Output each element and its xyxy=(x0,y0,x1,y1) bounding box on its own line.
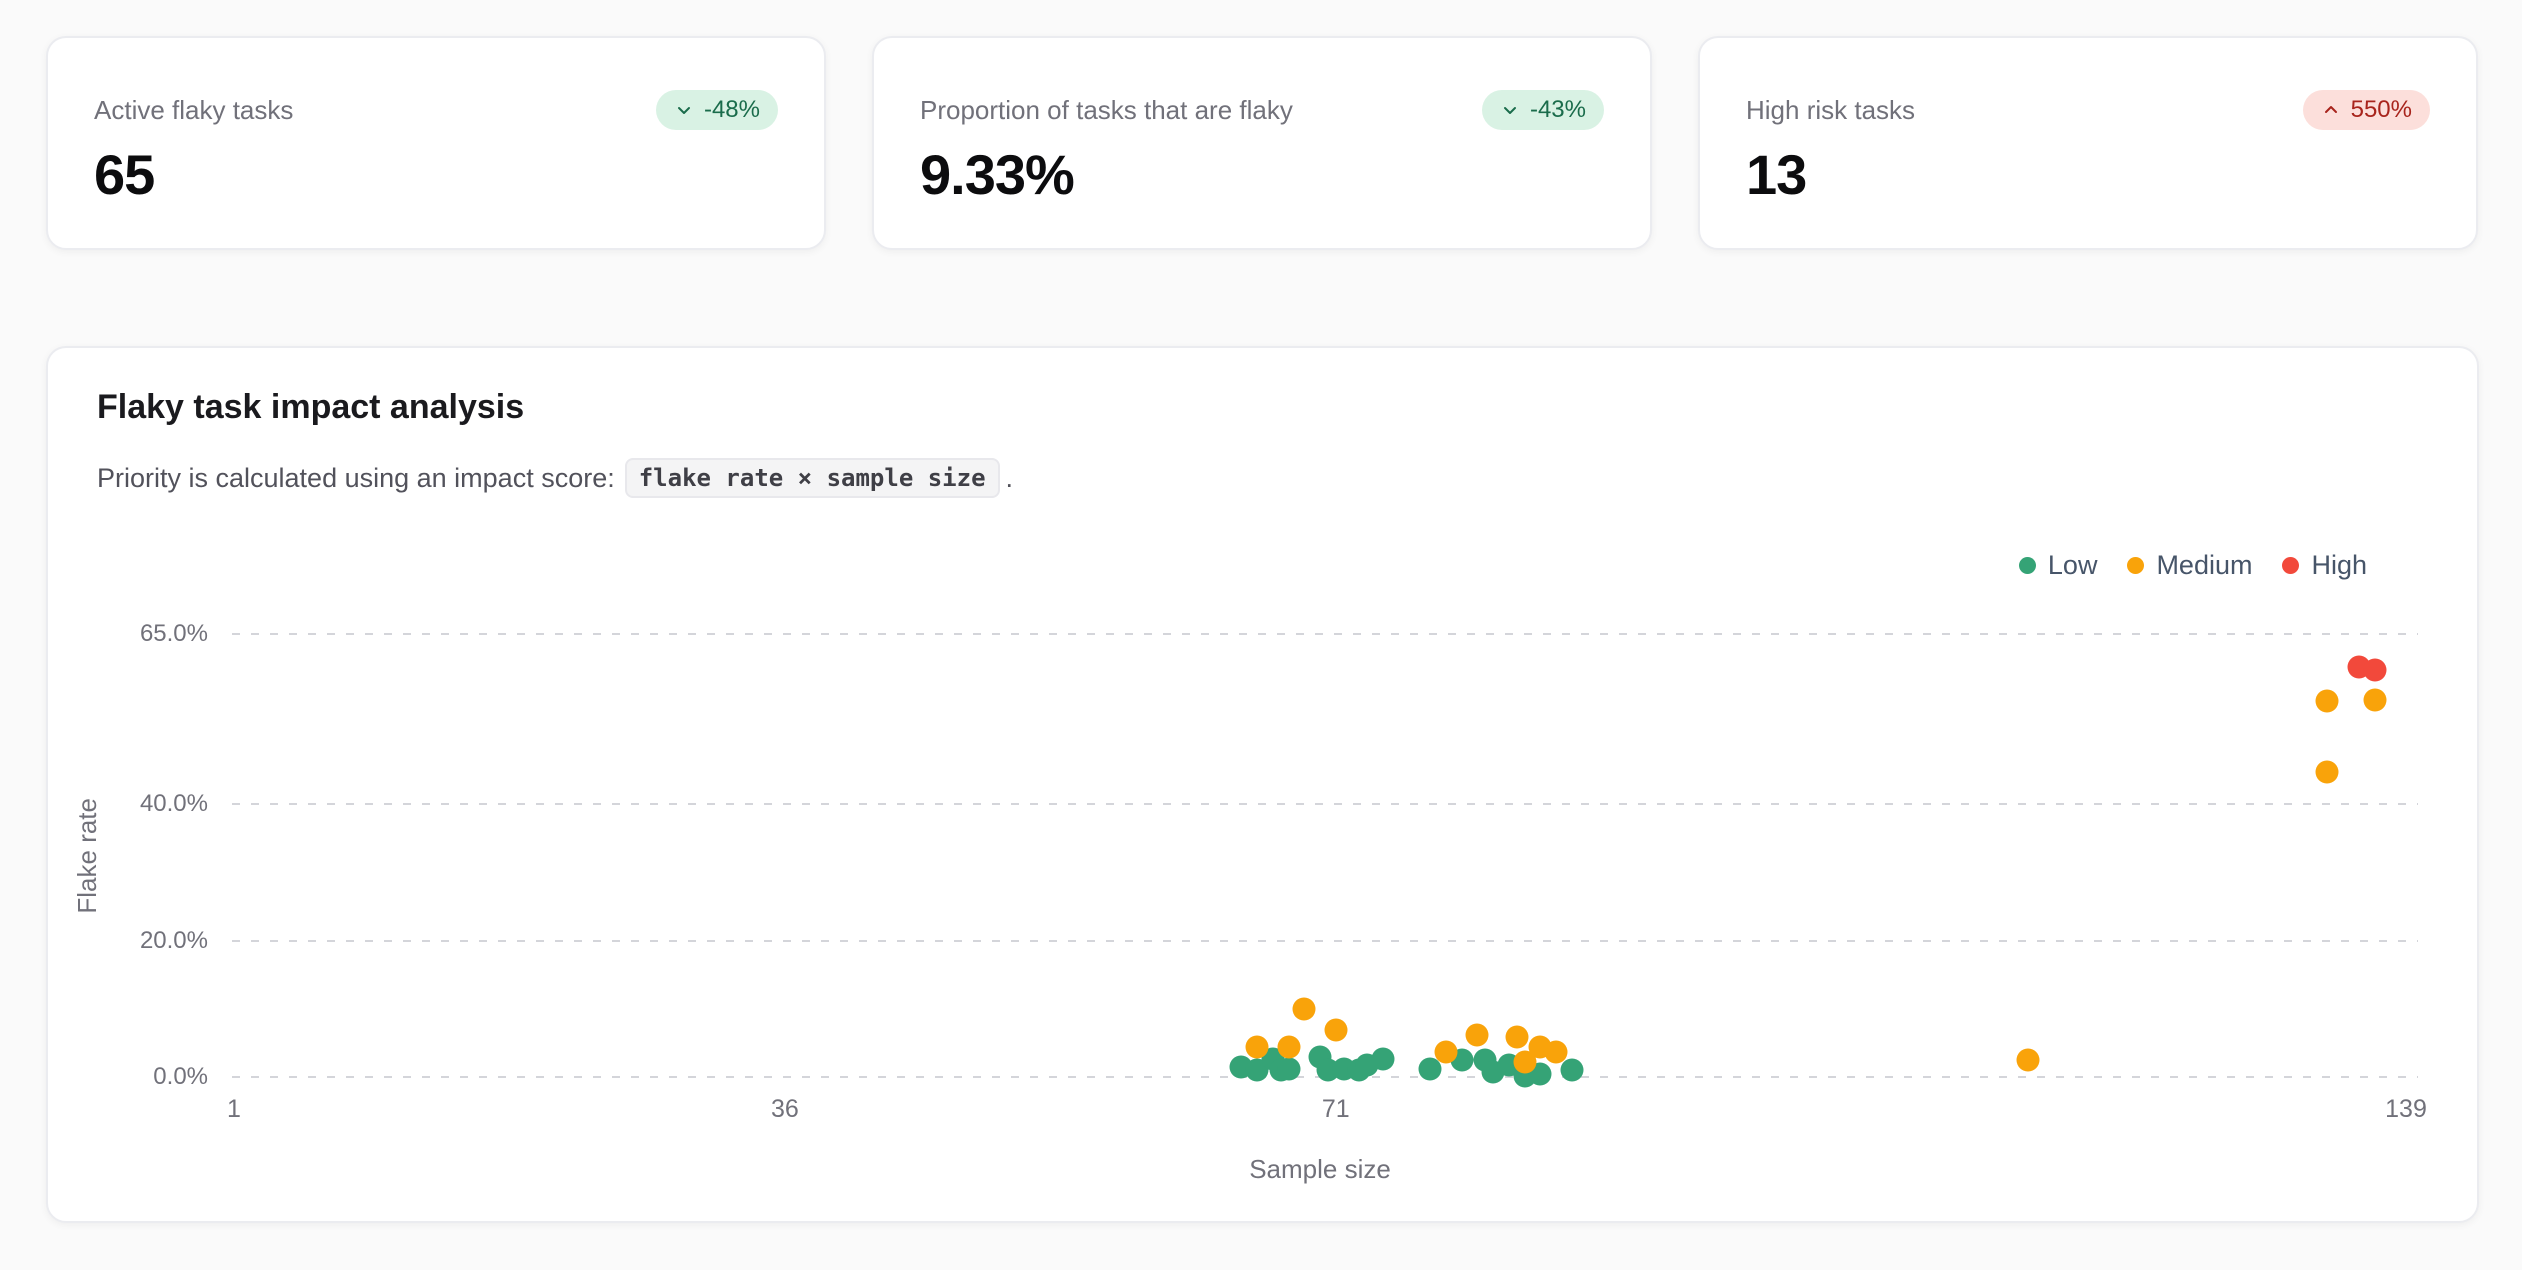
scatter-point-medium[interactable] xyxy=(1513,1050,1537,1074)
legend-item-medium[interactable]: Medium xyxy=(2127,550,2252,581)
chevron-up-icon xyxy=(2324,106,2337,113)
scatter-point-low[interactable] xyxy=(1560,1058,1584,1082)
trend-badge: -43% xyxy=(1481,90,1604,130)
trend-badge-value: -48% xyxy=(703,96,760,123)
scatter-point-medium[interactable] xyxy=(1277,1035,1301,1059)
y-axis-tick-labels: 0.0% 20.0% 40.0% 65.0% xyxy=(48,620,208,1090)
chevron-down-icon xyxy=(1503,107,1516,114)
legend-label: Low xyxy=(2047,550,2098,580)
chart-legend: Low Medium High xyxy=(2018,550,2367,581)
stats-row: Active flaky tasks -48% 65 Proportion of… xyxy=(46,36,2478,250)
x-axis-title: Sample size xyxy=(1249,1154,1391,1184)
scatter-point-medium[interactable] xyxy=(1505,1025,1529,1049)
trend-badge: -48% xyxy=(655,90,778,130)
scatter-point-low[interactable] xyxy=(1418,1057,1442,1081)
stat-value: 9.33% xyxy=(920,143,1075,206)
scatter-point-medium[interactable] xyxy=(1324,1018,1348,1042)
panel-subtitle: Priority is calculated using an impact s… xyxy=(97,458,1013,498)
y-tick-label: 65.0% xyxy=(139,620,208,647)
legend-dot-low xyxy=(2018,557,2036,574)
scatter-point-medium[interactable] xyxy=(1245,1035,1269,1059)
x-tick-label: 1 xyxy=(227,1095,241,1123)
stat-value: 65 xyxy=(94,143,155,206)
stat-label: Proportion of tasks that are flaky xyxy=(920,94,1293,125)
legend-item-high[interactable]: High xyxy=(2282,550,2367,581)
x-tick-label: 71 xyxy=(1321,1095,1350,1123)
scatter-plot xyxy=(232,633,2418,1088)
trend-badge-value: -43% xyxy=(1529,96,1586,123)
y-tick-label: 0.0% xyxy=(153,1063,208,1090)
scatter-point-medium[interactable] xyxy=(2315,689,2339,713)
trend-badge: 550% xyxy=(2302,90,2430,130)
impact-score-formula: flake rate × sample size xyxy=(624,458,1000,498)
stat-card-flaky-proportion: Proportion of tasks that are flaky -43% … xyxy=(872,36,1652,250)
trend-badge-value: 550% xyxy=(2350,96,2412,123)
legend-dot-high xyxy=(2282,557,2300,574)
stat-card-header: Active flaky tasks -48% xyxy=(94,90,778,130)
stat-card-high-risk-tasks: High risk tasks 550% 13 xyxy=(1698,36,2478,250)
scatter-point-medium[interactable] xyxy=(1292,997,1316,1021)
panel-title: Flaky task impact analysis xyxy=(97,388,525,426)
stat-label: Active flaky tasks xyxy=(94,94,294,125)
scatter-point-medium[interactable] xyxy=(1465,1023,1489,1047)
subtitle-text: Priority is calculated using an impact s… xyxy=(97,462,615,493)
scatter-point-low[interactable] xyxy=(1371,1047,1395,1071)
scatter-point-medium[interactable] xyxy=(1544,1040,1568,1064)
scatter-point-medium[interactable] xyxy=(2363,688,2387,712)
x-tick-label: 36 xyxy=(770,1095,799,1123)
chevron-down-icon xyxy=(677,107,690,114)
stat-card-active-flaky-tasks: Active flaky tasks -48% 65 xyxy=(46,36,826,250)
legend-label: Medium xyxy=(2156,550,2253,580)
x-tick-label: 139 xyxy=(2385,1095,2427,1123)
chart-panel: Flaky task impact analysis Priority is c… xyxy=(46,346,2479,1223)
scatter-point-low[interactable] xyxy=(1528,1062,1552,1086)
scatter-point-medium[interactable] xyxy=(2315,760,2339,784)
legend-label: High xyxy=(2311,550,2367,580)
y-tick-label: 40.0% xyxy=(139,790,208,818)
y-tick-label: 20.0% xyxy=(139,926,208,954)
stat-label: High risk tasks xyxy=(1746,94,1916,125)
scatter-point-low[interactable] xyxy=(1277,1057,1301,1081)
stat-value: 13 xyxy=(1746,143,1807,206)
gridline-20 xyxy=(232,939,2418,942)
stat-card-header: High risk tasks 550% xyxy=(1746,90,2430,130)
stat-card-header: Proportion of tasks that are flaky -43% xyxy=(920,90,1604,130)
legend-item-low[interactable]: Low xyxy=(2018,550,2098,581)
gridline-40 xyxy=(232,803,2418,806)
scatter-point-high[interactable] xyxy=(2363,658,2387,682)
subtitle-suffix: . xyxy=(1005,462,1014,493)
x-axis-tick-labels: 1 36 71 139 xyxy=(227,1095,2427,1127)
scatter-point-medium[interactable] xyxy=(2016,1048,2040,1072)
gridline-65 xyxy=(232,633,2418,635)
scatter-point-medium[interactable] xyxy=(1434,1040,1458,1064)
legend-dot-medium xyxy=(2127,557,2145,574)
